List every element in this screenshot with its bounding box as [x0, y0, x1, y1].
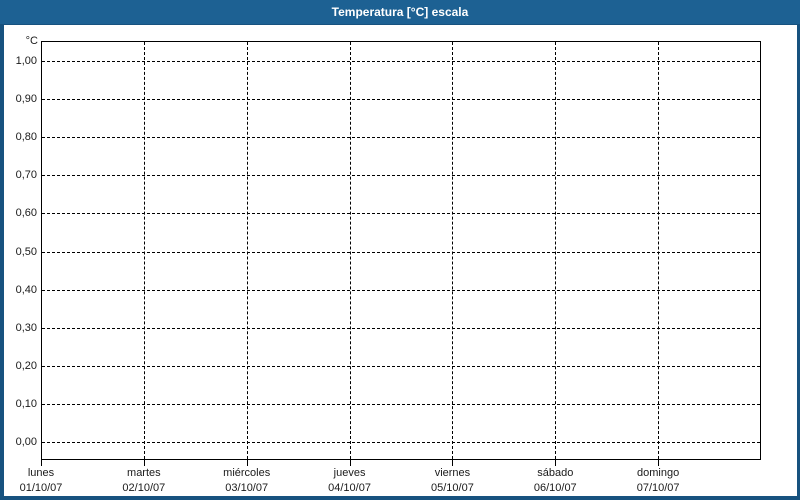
x-axis-label: sábado 06/10/07: [495, 466, 615, 496]
x-day-label: viernes: [434, 467, 471, 479]
h-gridline: [42, 289, 760, 291]
x-axis-label: martes 02/10/07: [84, 466, 204, 496]
x-date-label: 05/10/07: [431, 482, 474, 494]
y-axis-unit-label: °C: [25, 35, 38, 47]
x-axis-label: miércoles 03/10/07: [187, 466, 307, 496]
y-tick-label: 0,40: [15, 283, 37, 296]
x-axis-label: domingo 07/10/07: [598, 466, 718, 496]
y-tick-label: 0,50: [15, 245, 37, 258]
x-day-label: lunes: [27, 467, 55, 479]
x-tick-mark: [658, 460, 660, 466]
plot-area: [41, 41, 761, 460]
x-tick-mark: [452, 460, 454, 466]
h-gridline: [42, 99, 760, 101]
x-day-label: jueves: [333, 467, 366, 479]
x-tick-mark: [41, 460, 42, 466]
x-axis-label: viernes 05/10/07: [392, 466, 512, 496]
y-tick-label: 0,10: [15, 397, 37, 410]
y-tick-label: 1,00: [15, 55, 37, 67]
h-gridline: [42, 251, 760, 253]
x-date-label: 01/10/07: [19, 482, 63, 494]
frame-border-bottom: [0, 496, 800, 500]
x-tick-mark: [555, 460, 557, 466]
h-gridline: [42, 365, 760, 367]
window-title: Temperatura [°C] escala: [331, 5, 469, 19]
v-gridline: [658, 42, 660, 459]
h-gridline: [42, 442, 760, 443]
x-day-label: martes: [127, 467, 161, 479]
x-day-label: sábado: [537, 467, 574, 479]
x-date-label: 03/10/07: [225, 482, 269, 494]
frame-border-right: [797, 25, 800, 500]
x-axis-label: jueves 04/10/07: [290, 466, 410, 496]
x-date-label: 02/10/07: [122, 482, 166, 494]
y-tick-label: 0,60: [15, 207, 37, 220]
x-date-label: 06/10/07: [533, 482, 577, 494]
y-tick-label: 0,80: [15, 131, 37, 144]
frame-border-left: [0, 25, 4, 500]
x-date-label: 07/10/07: [636, 482, 680, 494]
x-axis-label: lunes 01/10/07: [0, 466, 101, 496]
v-gridline: [555, 42, 557, 459]
x-tick-mark: [143, 460, 145, 466]
y-tick-label: 0,70: [15, 169, 37, 182]
y-tick-label: 0,30: [15, 321, 37, 334]
x-day-label: miércoles: [223, 467, 271, 479]
x-day-label: domingo: [637, 467, 680, 479]
h-gridline: [42, 213, 760, 215]
y-tick-label: 0,00: [15, 436, 37, 448]
x-date-label: 04/10/07: [328, 482, 371, 494]
h-gridline: [42, 403, 760, 405]
h-gridline: [42, 327, 760, 329]
title-bar: Temperatura [°C] escala: [0, 0, 800, 25]
x-tick-mark: [349, 460, 351, 466]
h-gridline: [42, 175, 760, 177]
v-gridline: [246, 42, 248, 459]
y-tick-label: 0,90: [15, 93, 37, 106]
h-gridline: [42, 61, 760, 62]
v-gridline: [452, 42, 454, 459]
x-tick-mark: [246, 460, 248, 466]
y-tick-label: 0,20: [15, 359, 37, 372]
v-gridline: [349, 42, 351, 459]
h-gridline: [42, 137, 760, 139]
v-gridline: [143, 42, 145, 459]
